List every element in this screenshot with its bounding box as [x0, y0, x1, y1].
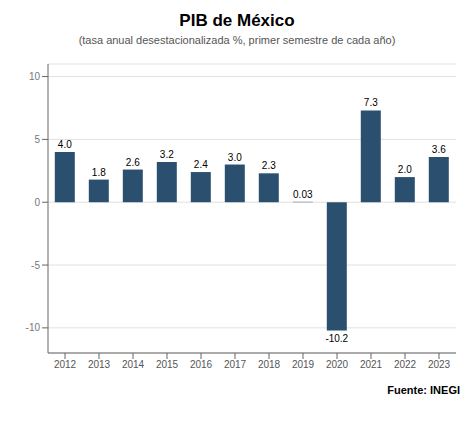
svg-text:2.0: 2.0: [398, 164, 412, 175]
svg-text:2020: 2020: [326, 359, 349, 370]
svg-text:0.03: 0.03: [293, 189, 313, 200]
svg-text:2018: 2018: [258, 359, 281, 370]
svg-text:0: 0: [34, 197, 40, 208]
svg-text:2.4: 2.4: [194, 159, 208, 170]
svg-text:-10.2: -10.2: [325, 333, 348, 344]
svg-text:2015: 2015: [156, 359, 179, 370]
svg-text:2.3: 2.3: [262, 160, 276, 171]
svg-text:5: 5: [34, 134, 40, 145]
svg-text:1.8: 1.8: [92, 167, 106, 178]
svg-text:3.0: 3.0: [228, 152, 242, 163]
svg-text:10: 10: [29, 71, 41, 82]
svg-text:3.6: 3.6: [432, 144, 446, 155]
svg-text:-10: -10: [26, 322, 41, 333]
html-text:(tasa anual desestacionalizada: (tasa anual desestacionalizada %, primer…: [78, 34, 396, 46]
html-text:PIB de México: PIB de México: [179, 11, 295, 30]
svg-text:2.6: 2.6: [126, 157, 140, 168]
svg-text:2023: 2023: [428, 359, 451, 370]
html-text:Fuente: INEGI: Fuente: INEGI: [387, 384, 460, 396]
svg-text:4.0: 4.0: [58, 139, 72, 150]
svg-text:-5: -5: [31, 260, 40, 271]
svg-text:2022: 2022: [394, 359, 417, 370]
svg-text:3.2: 3.2: [160, 149, 174, 160]
svg-text:7.3: 7.3: [364, 97, 378, 108]
svg-text:2021: 2021: [360, 359, 383, 370]
svg-text:2019: 2019: [292, 359, 315, 370]
svg-text:2016: 2016: [190, 359, 213, 370]
svg-text:2013: 2013: [88, 359, 111, 370]
svg-text:2014: 2014: [122, 359, 145, 370]
svg-text:2017: 2017: [224, 359, 247, 370]
svg-text:2012: 2012: [54, 359, 77, 370]
